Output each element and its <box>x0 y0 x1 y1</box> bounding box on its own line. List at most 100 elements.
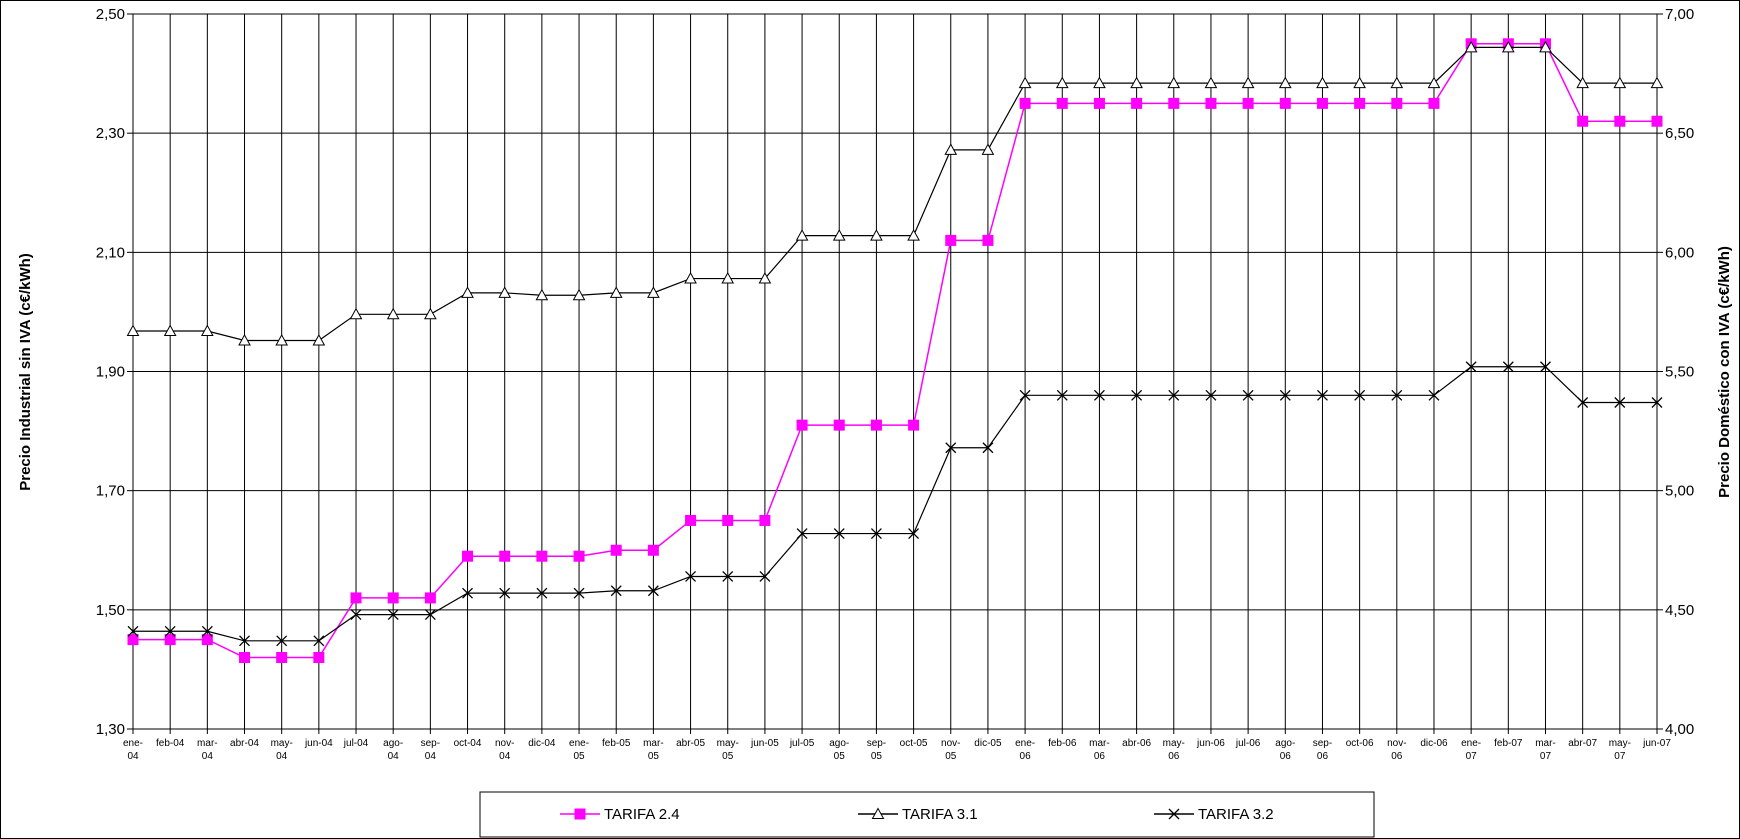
data-point <box>1055 76 1069 89</box>
data-point <box>1131 97 1143 109</box>
data-point <box>1168 389 1180 401</box>
data-point <box>1651 115 1663 127</box>
data-point <box>387 592 399 604</box>
data-point <box>201 634 213 646</box>
data-point <box>313 652 325 663</box>
x-tick-label: jul-06 <box>1235 738 1261 749</box>
data-point <box>722 514 734 526</box>
data-point <box>1427 76 1441 89</box>
data-point <box>349 307 363 320</box>
data-point <box>574 808 586 820</box>
x-tick-label: ago-05 <box>829 738 849 762</box>
legend: TARIFA 2.4 TARIFA 3.1 TARIFA 3.2 <box>479 791 1375 838</box>
data-point <box>350 592 362 604</box>
data-point <box>313 635 325 647</box>
data-point <box>796 419 808 431</box>
x-tick-label: feb-07 <box>1494 738 1523 749</box>
data-point <box>1354 389 1366 401</box>
data-point <box>498 286 512 298</box>
data-point <box>1391 97 1403 109</box>
data-point <box>1093 97 1105 109</box>
data-point <box>1241 76 1255 89</box>
series-tarifa-3-2 <box>127 361 1663 647</box>
x-tick-label: jun-04 <box>304 738 333 749</box>
data-point <box>1614 115 1626 127</box>
data-point <box>276 652 288 663</box>
data-point <box>1613 76 1627 89</box>
data-point <box>1317 389 1328 401</box>
y-axis-left: 1,30 1,50 1,70 1,90 2,10 2,30 2,50 <box>96 6 133 738</box>
data-point <box>1428 389 1440 401</box>
x-tick-label: feb-05 <box>602 738 631 749</box>
data-point <box>127 634 139 646</box>
x-tick-label: abr-06 <box>1122 738 1151 749</box>
x-tick-label: oct-05 <box>900 738 928 749</box>
data-point <box>684 272 697 284</box>
series-line <box>133 43 1657 659</box>
data-point <box>1205 389 1217 401</box>
y-tick-label-left: 2,30 <box>96 125 125 142</box>
data-point <box>685 514 697 526</box>
data-point <box>386 307 400 320</box>
data-point <box>1390 76 1404 89</box>
x-tick-label: mar-07 <box>1535 738 1556 762</box>
x-tick-label: abr-05 <box>676 738 705 749</box>
data-point <box>1279 97 1291 109</box>
data-point <box>833 528 845 540</box>
x-tick-label: jun-06 <box>1196 738 1225 749</box>
x-tick-label: abr-07 <box>1568 738 1597 749</box>
data-point <box>610 544 622 556</box>
legend-label: TARIFA 3.1 <box>902 806 978 823</box>
data-point <box>1353 76 1366 89</box>
data-point <box>908 419 920 431</box>
data-point <box>239 635 250 647</box>
data-point <box>239 652 251 663</box>
data-point <box>164 625 176 637</box>
data-point <box>1354 97 1366 109</box>
data-point <box>461 286 474 298</box>
data-point <box>1131 389 1143 401</box>
x-tick-label: nov-05 <box>941 738 960 762</box>
data-point <box>573 550 585 562</box>
series-tarifa-2-4 <box>127 38 1663 663</box>
data-point <box>982 234 994 246</box>
x-tick-label: mar-04 <box>197 738 218 762</box>
y-tick-label-left: 1,90 <box>96 364 125 381</box>
data-point <box>499 550 511 562</box>
x-tick-label: ene-05 <box>569 738 589 762</box>
data-point <box>536 550 548 562</box>
data-point <box>610 585 622 597</box>
x-tick-label: oct-04 <box>454 738 482 749</box>
data-point <box>275 333 289 346</box>
y-tick-label-left: 1,30 <box>96 721 125 738</box>
data-point <box>1205 97 1217 109</box>
y-tick-label-left: 1,70 <box>96 483 125 500</box>
data-point <box>462 550 474 562</box>
y-tick-label-left: 1,50 <box>96 602 125 619</box>
data-point <box>1130 76 1143 89</box>
data-point <box>1391 389 1403 401</box>
data-point <box>1501 40 1515 53</box>
data-point <box>759 571 771 582</box>
data-point <box>758 272 772 284</box>
data-point <box>908 528 920 540</box>
x-tick-label: jun-07 <box>1642 738 1671 749</box>
x-tick-label: abr-04 <box>230 738 259 749</box>
data-point <box>1018 76 1032 89</box>
x-tick-label: ago-06 <box>1275 738 1295 762</box>
x-tick-label: may-06 <box>1163 738 1185 762</box>
data-point <box>1167 76 1181 89</box>
data-point <box>721 272 735 284</box>
data-point <box>499 587 511 599</box>
data-point <box>163 324 177 336</box>
data-point <box>981 143 995 155</box>
data-point <box>312 333 326 346</box>
data-point <box>1093 389 1105 401</box>
x-tick-label: may-07 <box>1609 738 1631 762</box>
data-point <box>1056 97 1068 109</box>
data-point <box>871 807 885 819</box>
grid <box>133 14 1657 729</box>
x-axis: ene-04 feb-04 mar-04 abr-04 may-04 jun-04 jul-… <box>123 729 1671 762</box>
x-tick-label: dic-06 <box>1420 738 1448 749</box>
